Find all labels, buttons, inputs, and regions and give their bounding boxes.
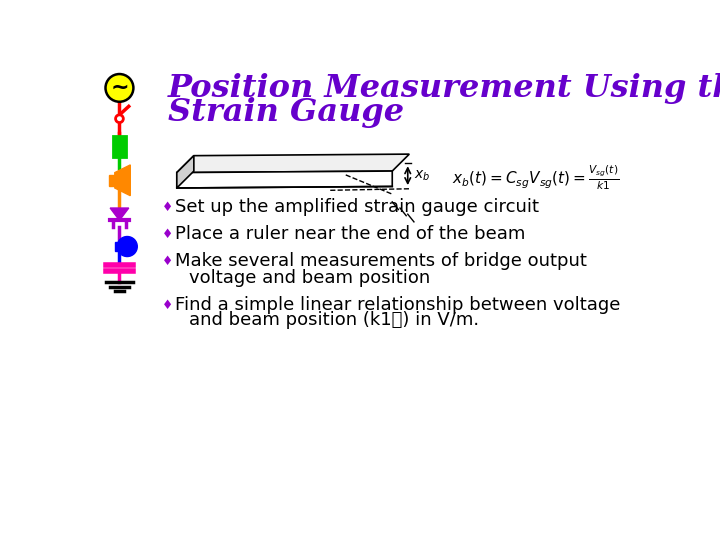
FancyBboxPatch shape: [109, 175, 114, 186]
Text: and beam position (k1⧹) in V/m.: and beam position (k1⧹) in V/m.: [189, 312, 480, 329]
Text: ~: ~: [110, 78, 129, 98]
Text: Set up the amplified strain gauge circuit: Set up the amplified strain gauge circui…: [175, 198, 539, 216]
Circle shape: [117, 237, 138, 256]
Text: ♦: ♦: [162, 228, 173, 241]
Polygon shape: [177, 171, 392, 188]
Text: ♦: ♦: [162, 299, 173, 312]
Text: Place a ruler near the end of the beam: Place a ruler near the end of the beam: [175, 225, 526, 243]
Text: Find a simple linear relationship between voltage: Find a simple linear relationship betwee…: [175, 296, 621, 314]
Text: Position Measurement Using the: Position Measurement Using the: [168, 72, 720, 104]
Polygon shape: [110, 208, 129, 220]
Polygon shape: [177, 154, 409, 173]
Text: Make several measurements of bridge output: Make several measurements of bridge outp…: [175, 252, 587, 270]
Text: $x_b(t)=C_{sg}V_{sg}(t)=\frac{V_{sg}(t)}{k1}$: $x_b(t)=C_{sg}V_{sg}(t)=\frac{V_{sg}(t)}…: [452, 164, 619, 192]
Text: $x_b$: $x_b$: [414, 168, 431, 183]
Text: voltage and beam position: voltage and beam position: [189, 269, 431, 287]
Text: ♦: ♦: [162, 255, 173, 268]
Text: Strain Gauge: Strain Gauge: [168, 97, 404, 128]
Polygon shape: [114, 165, 130, 195]
Polygon shape: [177, 156, 194, 188]
FancyBboxPatch shape: [114, 242, 124, 251]
FancyBboxPatch shape: [113, 136, 126, 157]
Text: ♦: ♦: [162, 201, 173, 214]
Circle shape: [116, 115, 123, 123]
Circle shape: [106, 74, 133, 102]
